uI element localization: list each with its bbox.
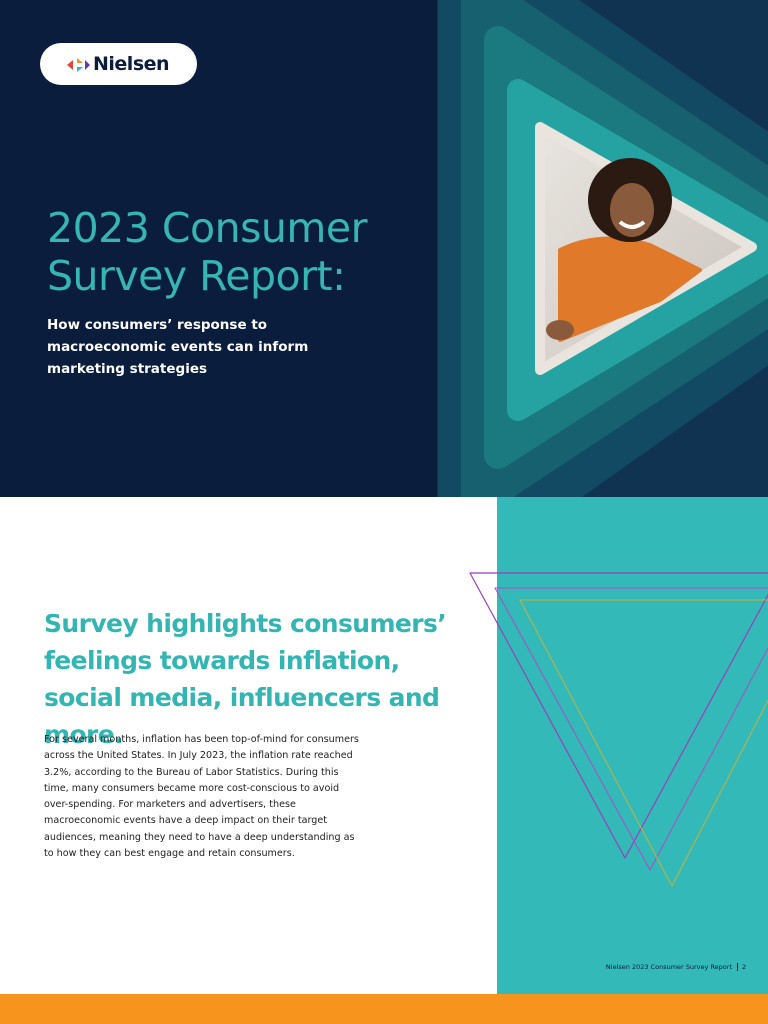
section-heading: Survey highlights consumers’ feelings to… bbox=[44, 609, 447, 749]
logo-text: Nielsen bbox=[93, 53, 170, 75]
footer-text: Nielsen 2023 Consumer Survey Report bbox=[605, 963, 732, 971]
footer-band bbox=[0, 994, 768, 1024]
cover-art bbox=[437, 0, 768, 497]
page-number: 2 bbox=[737, 963, 746, 971]
section-body: For several months, inflation has been t… bbox=[44, 734, 359, 860]
cover-title: 2023 Consumer Survey Report: bbox=[47, 204, 367, 300]
logo-mark bbox=[67, 58, 90, 72]
teal-panel bbox=[497, 497, 768, 994]
logo-badge bbox=[40, 43, 197, 85]
cover-subtitle: How consumers’ response to macroeconomic… bbox=[47, 317, 309, 377]
